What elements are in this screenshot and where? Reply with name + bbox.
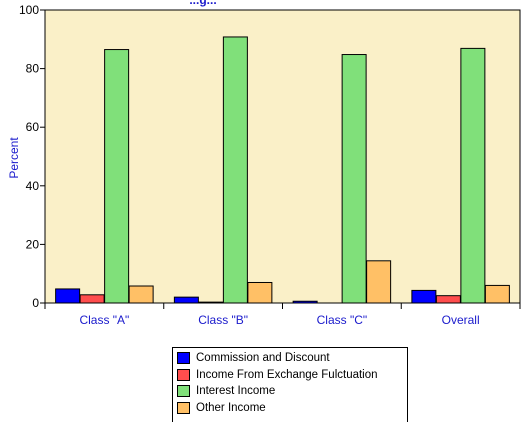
bar bbox=[79, 294, 105, 304]
bar bbox=[173, 296, 199, 304]
bar bbox=[460, 47, 486, 304]
legend-item-other: Other Income bbox=[177, 400, 407, 417]
y-axis-label: Percent bbox=[7, 137, 21, 179]
x-axis: Class "A" Class "B" Class "C" Overall bbox=[44, 303, 521, 327]
bar bbox=[411, 289, 437, 304]
legend-label-other: Other Income bbox=[196, 401, 266, 414]
bar bbox=[292, 300, 318, 304]
bar bbox=[247, 281, 273, 304]
legend-item-interest: Interest Income bbox=[177, 383, 407, 400]
y-tick-label: 80 bbox=[26, 62, 40, 76]
bar bbox=[435, 295, 461, 304]
x-category-label: Class "B" bbox=[198, 313, 248, 327]
x-category-label: Overall bbox=[442, 313, 480, 327]
bar bbox=[104, 49, 130, 304]
bar bbox=[341, 54, 367, 304]
y-tick-label: 20 bbox=[26, 237, 40, 251]
bar bbox=[222, 36, 248, 304]
legend-swatch-interest bbox=[177, 385, 190, 398]
y-tick-label: 60 bbox=[26, 120, 40, 134]
y-tick-label: 0 bbox=[32, 296, 39, 310]
legend-item-commission: Commission and Discount bbox=[177, 350, 407, 367]
chart-title: ...g... bbox=[189, 0, 216, 7]
y-tick-label: 100 bbox=[19, 3, 39, 17]
legend-label-exchange: Income From Exchange Fulctuation bbox=[196, 368, 378, 381]
legend-label-commission: Commission and Discount bbox=[196, 352, 330, 365]
bar bbox=[484, 284, 510, 304]
legend-swatch-exchange bbox=[177, 368, 190, 381]
x-category-label: Class "C" bbox=[317, 313, 368, 327]
legend: Commission and Discount Income From Exch… bbox=[172, 347, 408, 422]
legend-label-interest: Interest Income bbox=[196, 385, 276, 398]
bar bbox=[128, 285, 154, 304]
legend-swatch-other bbox=[177, 401, 190, 414]
bar bbox=[55, 288, 81, 304]
bars-group bbox=[55, 36, 510, 304]
y-tick-label: 40 bbox=[26, 179, 40, 193]
legend-item-exchange: Income From Exchange Fulctuation bbox=[177, 367, 407, 384]
bar bbox=[366, 260, 392, 304]
x-category-label: Class "A" bbox=[79, 313, 129, 327]
legend-swatch-commission bbox=[177, 352, 190, 365]
bar bbox=[198, 301, 224, 304]
y-axis: 0 20 40 60 80 100 bbox=[19, 3, 45, 310]
